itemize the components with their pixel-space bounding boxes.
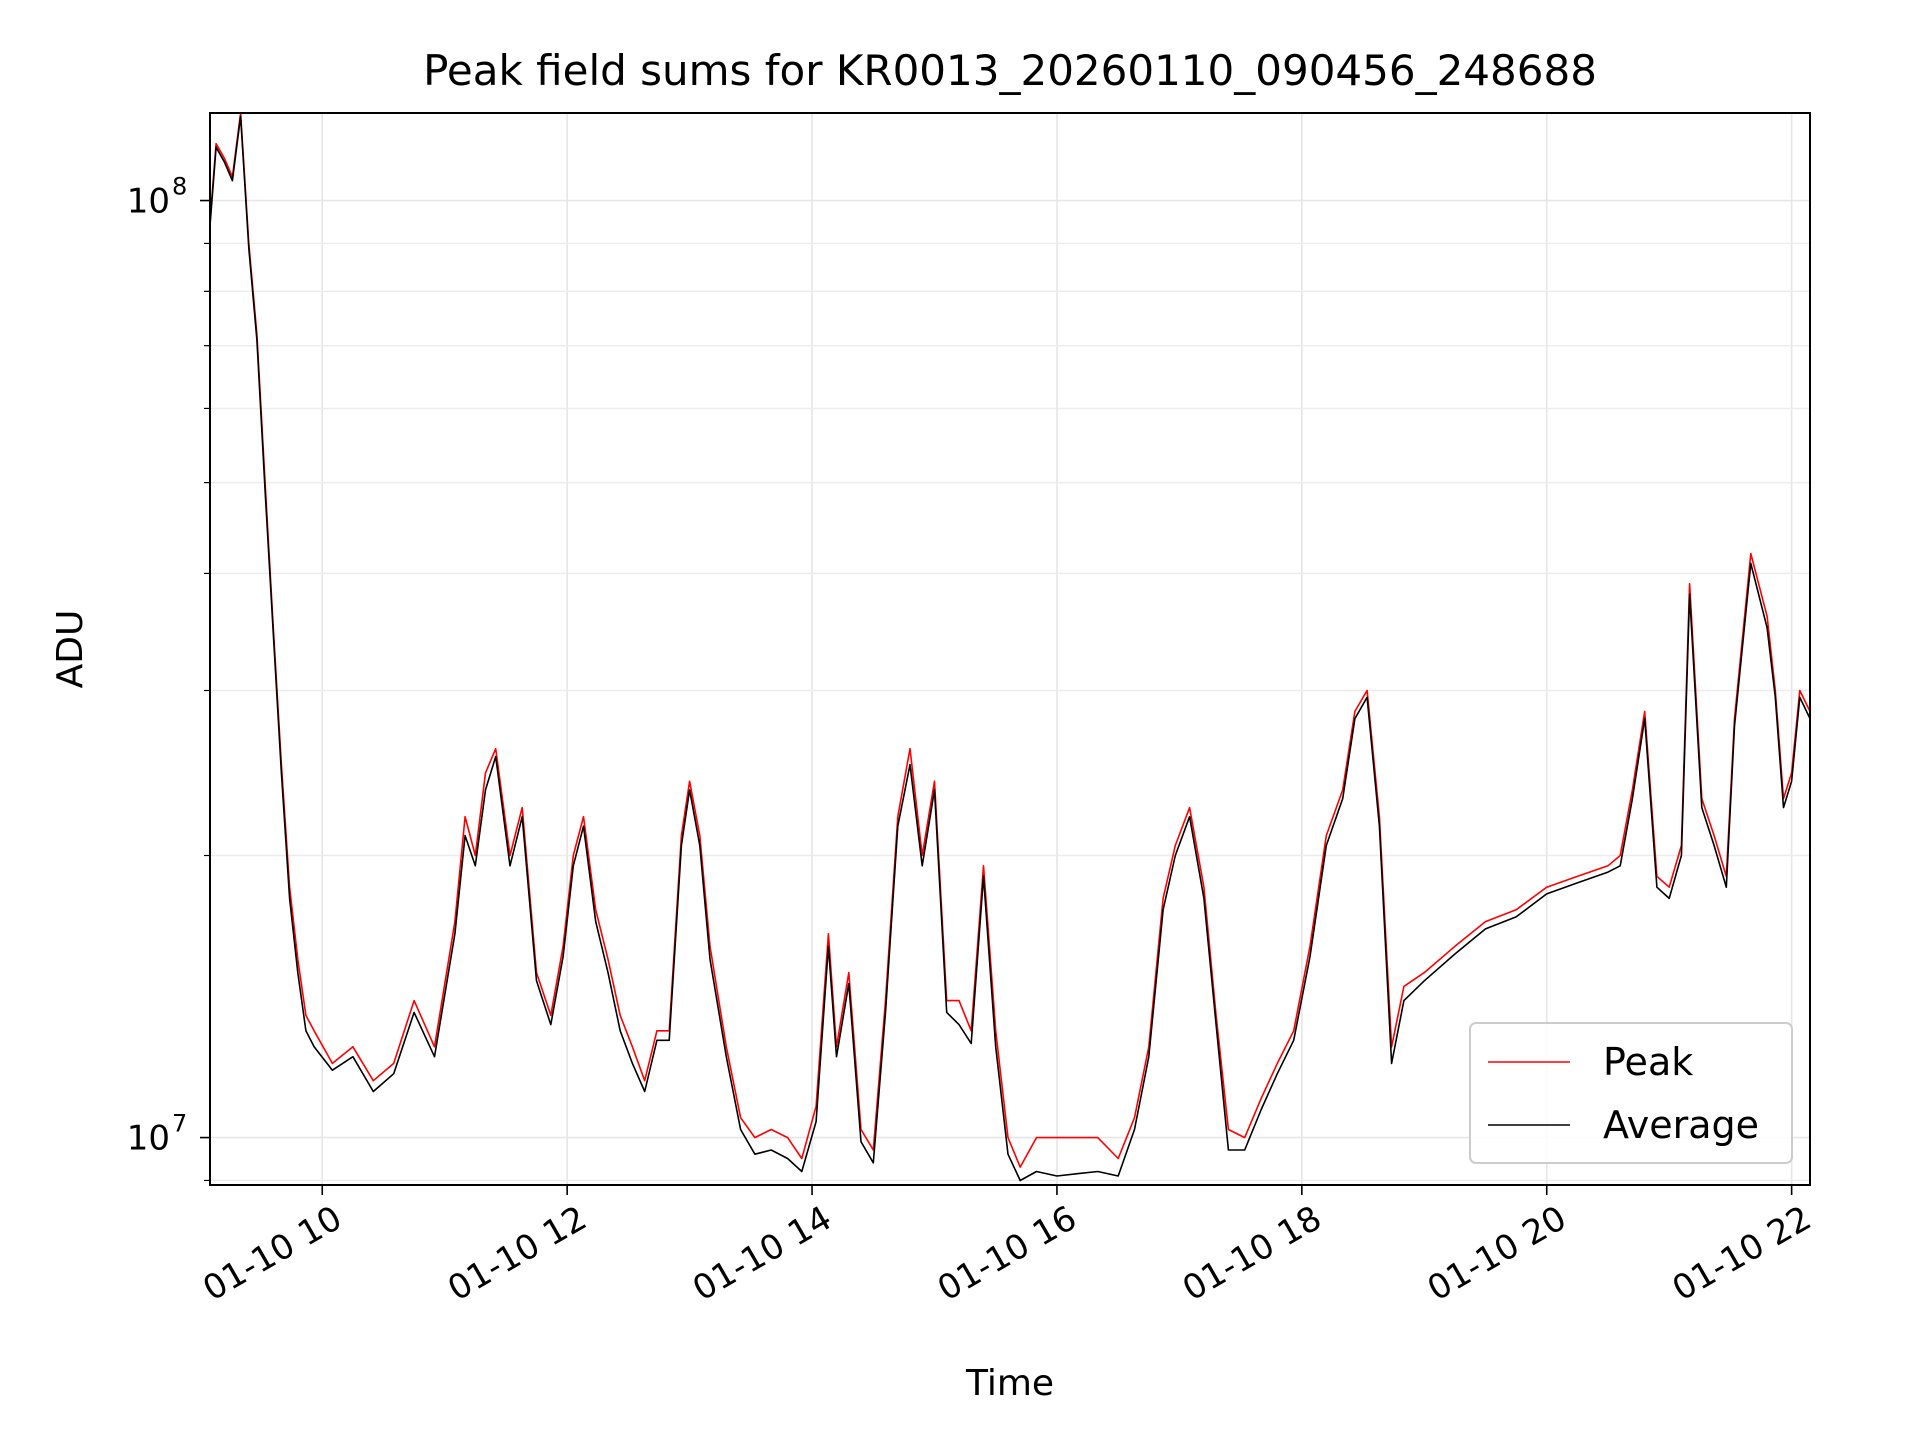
grid (210, 113, 1810, 1185)
legend-peak-label: Peak (1603, 1040, 1693, 1084)
series-line-peak (209, 112, 1811, 1168)
y-tick-label: 10 (127, 1119, 170, 1159)
x-axis-title: Time (965, 1363, 1054, 1404)
plot-frame (209, 112, 1811, 1186)
y-tick-label-base: 10 (127, 1119, 170, 1159)
chart-title: Peak field sums for KR0013_20260110_0904… (423, 46, 1597, 95)
y-tick-label-exponent: 7 (172, 1110, 187, 1138)
y-tick-label-base: 10 (127, 182, 170, 222)
legend-box (1469, 1022, 1793, 1164)
legend: Peak Average (1469, 1022, 1793, 1164)
y-tick-label-exponent: 8 (172, 173, 187, 201)
y-axis-title: ADU (50, 610, 91, 689)
legend-average-label: Average (1603, 1103, 1759, 1147)
series-line-average (209, 115, 1811, 1182)
y-tick-label: 10 (127, 182, 170, 222)
series-layer (209, 112, 1811, 1182)
